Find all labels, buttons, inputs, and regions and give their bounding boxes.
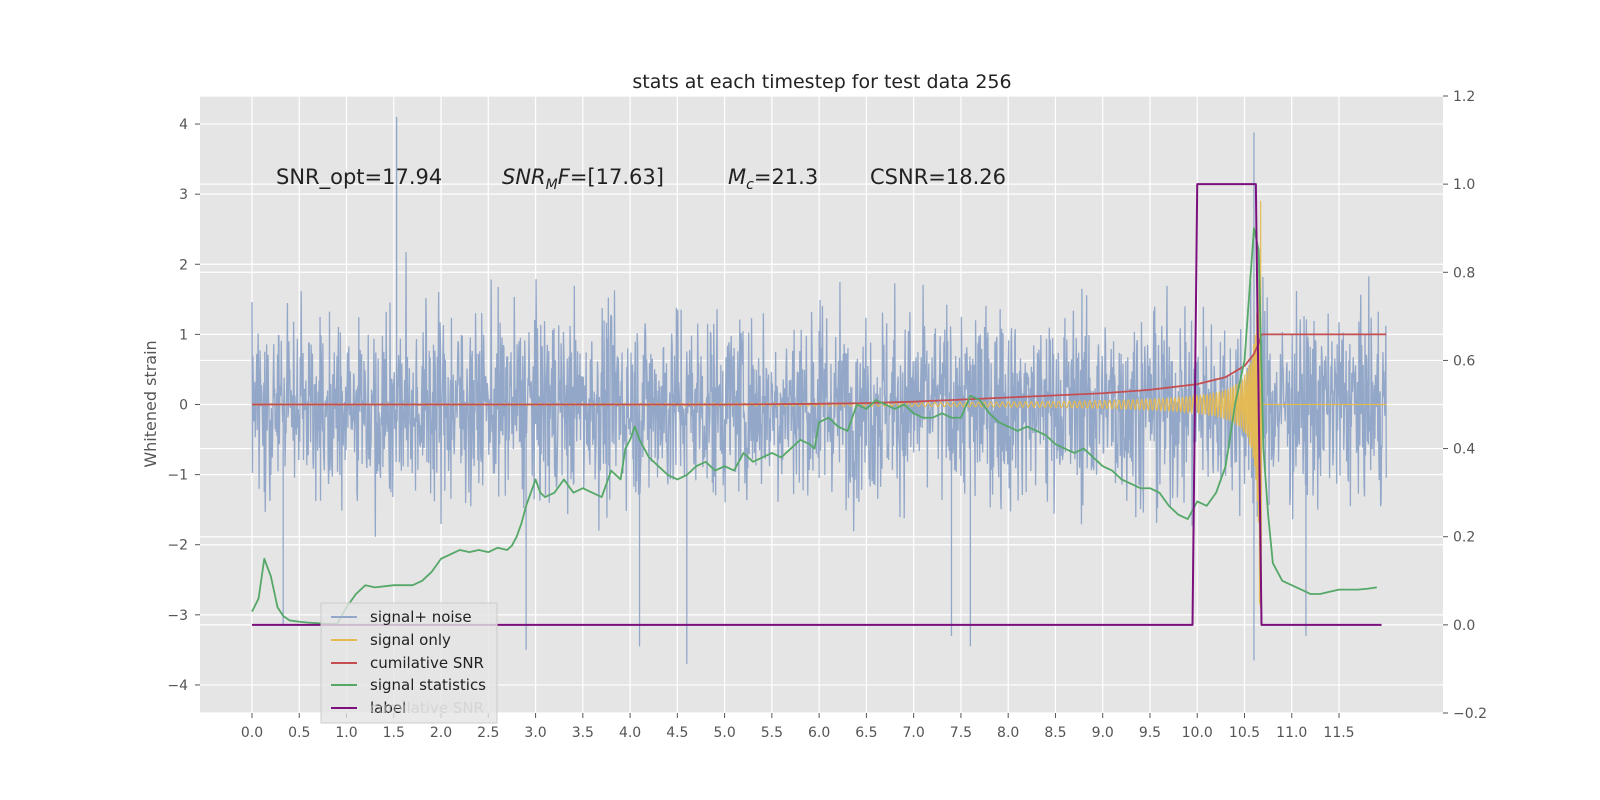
x-tick-label: 9.0 [1092,725,1114,741]
annotation-mc-value: =21.3 [754,165,818,189]
series-layer [251,117,1387,664]
y-tick-label: −4 [167,678,188,694]
x-tick-label: 0.0 [241,725,263,741]
x-tick-label: 11.5 [1323,725,1354,741]
x-tick-label: 7.0 [903,725,925,741]
x-tick-label: 0.5 [288,725,310,741]
x-tick-label: 6.0 [808,725,830,741]
x-tick-label: 5.0 [713,725,735,741]
legend-label-label: label [370,699,406,717]
y-tick-label: 2 [179,257,188,273]
x-tick-label: 1.0 [335,725,357,741]
y-tick-label: 3 [179,187,188,203]
x-tick-label: 9.5 [1139,725,1161,741]
annotation-snr-mf: SNRMF=[17.63] [502,165,664,193]
y-axis-left: −4 −3 −2 −1 0 1 2 3 4 [167,117,200,694]
legend-label-signal-only: signal only [370,631,451,649]
annotation-mc: Mc=21.3 [728,165,818,193]
annotation-snr-mf-rest: F [558,165,571,189]
x-tick-label: 10.0 [1182,725,1213,741]
annotation-mc-sub: c [746,177,754,193]
y-right-tick-label: 0.6 [1453,353,1475,369]
annotations: SNR_opt=17.94 SNRMF=[17.63] Mc=21.3 CSNR… [276,165,1006,193]
y-tick-label: −2 [167,538,188,554]
x-tick-label: 8.0 [997,725,1019,741]
x-tick-label: 11.0 [1276,725,1307,741]
y-right-tick-label: 0.0 [1453,618,1475,634]
legend: signal+ noise signal only cumilative SNR… [320,602,498,724]
y-tick-label: 4 [179,117,188,133]
y-tick-label: 0 [179,398,188,414]
y-right-tick-label: −0.2 [1453,706,1487,722]
y-axis-label: Whitened strain [141,340,160,467]
x-tick-label: 2.0 [430,725,452,741]
annotation-snr-mf-main: SNR [502,165,546,189]
x-tick-label: 10.5 [1229,725,1260,741]
x-tick-label: 5.5 [761,725,783,741]
x-tick-label: 8.5 [1044,725,1066,741]
y-tick-label: −1 [167,468,188,484]
y-tick-label: −3 [167,608,188,624]
x-tick-label: 3.5 [572,725,594,741]
series-label [251,183,1382,626]
legend-label-signal-statistics: signal statistics [370,676,486,694]
y-right-tick-label: 0.2 [1453,530,1475,546]
y-axis-right: −0.2 0.0 0.2 0.4 0.6 0.8 1.0 1.2 [1443,89,1487,722]
x-tick-label: 4.0 [619,725,641,741]
x-axis: 0.0 0.5 1.0 1.5 2.0 2.5 3.0 3.5 4.0 4.5 5.0 5.5 6.0 6… [241,713,1355,741]
x-tick-label: 6.5 [855,725,877,741]
annotation-snr-opt: SNR_opt=17.94 [276,165,442,190]
legend-label-signal-noise: signal+ noise [370,608,472,626]
annotation-snr-mf-value: =[17.63] [570,165,664,189]
x-tick-label: 7.5 [950,725,972,741]
x-tick-label: 3.0 [524,725,546,741]
y-right-tick-label: 0.4 [1453,442,1475,458]
x-tick-label: 2.5 [477,725,499,741]
x-tick-label: 4.5 [666,725,688,741]
annotation-snr-mf-sub: M [546,177,558,193]
legend-label-cumilative-snr: cumilative SNR [370,654,484,672]
y-right-tick-label: 0.8 [1453,265,1475,281]
y-right-tick-label: 1.2 [1453,89,1475,105]
y-right-tick-label: 1.0 [1453,177,1475,193]
annotation-csnr: CSNR=18.26 [870,165,1006,189]
y-tick-label: 1 [179,327,188,343]
annotation-mc-main: M [728,165,746,189]
x-tick-label: 1.5 [383,725,405,741]
legend-ghost-label: cumilative SNR [370,699,484,717]
chart-title: stats at each timestep for test data 256 [632,71,1011,93]
